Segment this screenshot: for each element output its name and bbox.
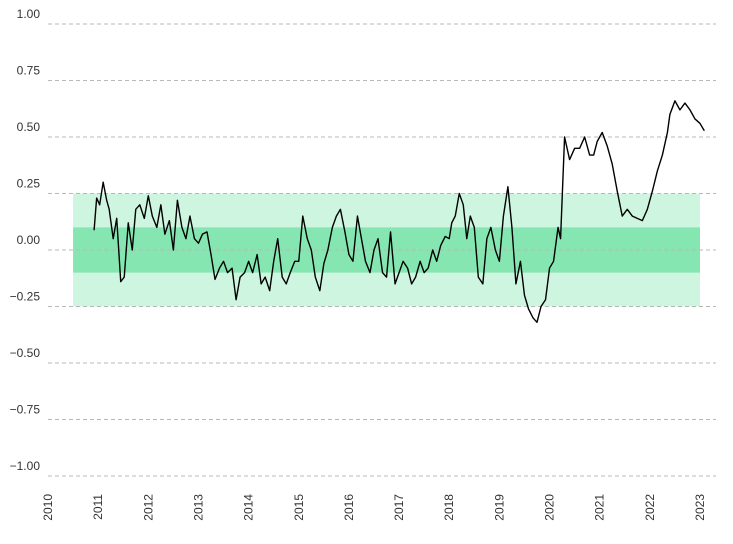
y-tick-label: 0.50 (17, 120, 41, 134)
y-tick-label: −1.00 (10, 459, 41, 473)
x-tick-label: 2013 (191, 494, 205, 521)
y-axis-tick-labels: 1.00 0.75 0.50 0.25 0.00 −0.25 −0.50 −0.75 −1.00 (10, 7, 41, 473)
x-axis-tick-labels: 2010 2011 2012 2013 2014 2015 2016 2017 2018 2019… (41, 494, 707, 521)
y-gridlines (48, 23, 716, 477)
x-tick-label: 2011 (91, 494, 105, 520)
x-tick-label: 2023 (693, 494, 707, 521)
series-line-0 (93, 100, 705, 324)
y-tick-label: −0.25 (10, 290, 41, 304)
y-tick-label: 0.00 (17, 233, 41, 247)
x-tick-label: 2016 (342, 494, 356, 521)
x-tick-label: 2020 (543, 494, 557, 521)
x-tick-label: 2015 (292, 494, 306, 521)
y-tick-label: 0.75 (17, 64, 41, 78)
y-tick-label: 1.00 (17, 7, 41, 21)
x-tick-label: 2014 (242, 494, 256, 521)
x-tick-label: 2021 (593, 494, 607, 521)
x-tick-label: 2017 (392, 494, 406, 521)
y-tick-label: −0.75 (10, 403, 41, 417)
x-tick-label: 2010 (41, 494, 55, 521)
x-tick-label: 2019 (492, 494, 506, 521)
y-tick-label: −0.50 (10, 346, 41, 360)
series-lines (93, 100, 705, 324)
y-tick-label: 0.25 (17, 177, 41, 191)
x-tick-label: 2012 (141, 494, 155, 521)
x-tick-label: 2022 (643, 494, 657, 521)
x-tick-label: 2018 (442, 494, 456, 521)
